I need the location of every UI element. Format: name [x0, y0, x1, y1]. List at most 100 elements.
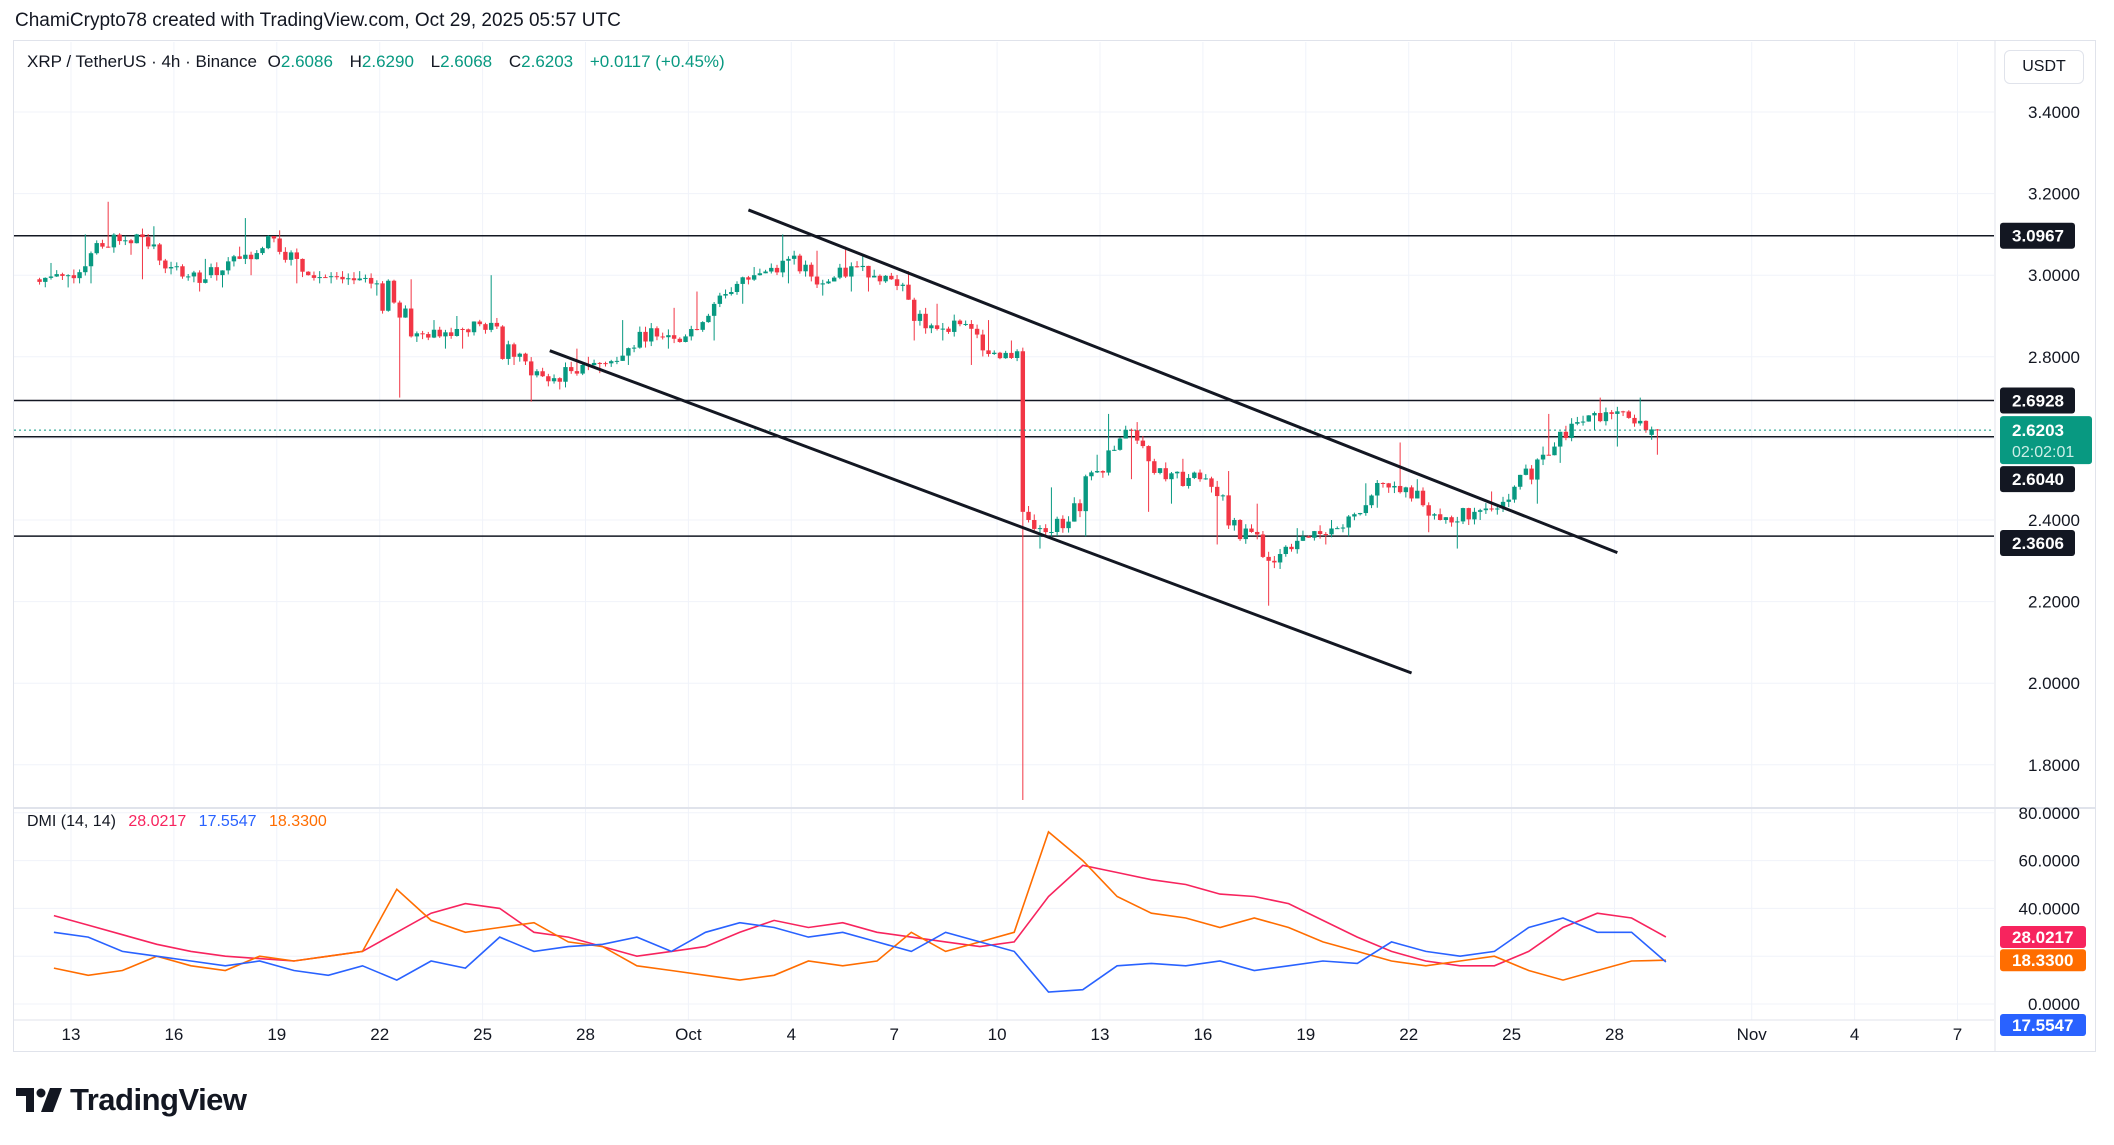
candle [157, 244, 162, 261]
minus-di-value: 18.3300 [268, 813, 327, 830]
candle [683, 336, 688, 342]
candle [403, 308, 408, 318]
candle [1157, 468, 1163, 473]
currency-button[interactable]: USDT [2004, 50, 2084, 84]
candle [1180, 471, 1186, 486]
horizontal-levels [14, 234, 1994, 537]
candle [180, 266, 185, 277]
candles [14, 201, 1994, 800]
adx-axis-label: 28.0217 [2012, 928, 2073, 947]
candle [77, 272, 82, 279]
candle [1335, 528, 1340, 530]
candle [123, 240, 128, 242]
candle [448, 332, 454, 336]
candle [346, 278, 351, 280]
candle [1312, 531, 1317, 538]
high-value: 2.6290 [361, 52, 414, 71]
tradingview-logo[interactable]: TradingView [16, 1082, 247, 1118]
candle [306, 271, 311, 276]
candle [1174, 471, 1180, 474]
candle [1403, 487, 1409, 493]
candle [311, 275, 317, 278]
candle [1363, 505, 1369, 514]
candle [1517, 474, 1523, 487]
plus-di-axis-label-bg [2000, 1014, 2086, 1036]
candle [1112, 449, 1117, 451]
candle [1592, 413, 1597, 416]
candle [163, 260, 168, 269]
candle [1409, 487, 1414, 499]
candle [460, 328, 465, 330]
dmi-tick-label: 0.0000 [2028, 995, 2080, 1014]
candle [1506, 499, 1511, 502]
time-tick-label: 25 [473, 1025, 492, 1044]
symbol-info[interactable]: XRP / TetherUS · 4h · Binance [27, 52, 257, 71]
candle [1512, 486, 1517, 500]
candle [900, 284, 905, 286]
candle [380, 283, 385, 311]
candle [1203, 478, 1208, 480]
candle [620, 355, 625, 361]
candle [1455, 521, 1460, 523]
candle [1043, 528, 1048, 533]
candle [820, 283, 825, 285]
candle [1569, 423, 1574, 438]
time-tick-label: 28 [576, 1025, 595, 1044]
adx-value: 28.0217 [128, 813, 187, 830]
candle [791, 255, 797, 259]
candle [631, 347, 637, 349]
candle [803, 264, 808, 272]
tradingview-logo-text: TradingView [70, 1082, 247, 1117]
dmi-title[interactable]: DMI (14, 14) [27, 813, 116, 830]
candle [534, 371, 540, 376]
candle [1277, 554, 1283, 563]
candle [431, 329, 437, 338]
candle [220, 270, 225, 276]
candle [637, 331, 643, 348]
candle [151, 244, 157, 247]
candle [1580, 421, 1586, 423]
candle [1100, 471, 1106, 473]
candle [849, 266, 854, 277]
candle [506, 344, 511, 359]
candle [454, 328, 460, 336]
candle [540, 371, 545, 377]
candle [271, 236, 277, 239]
candle [226, 261, 231, 271]
trendline [747, 208, 1618, 555]
candle [591, 362, 597, 366]
candle [963, 323, 968, 325]
candle [557, 378, 562, 382]
candle [580, 364, 585, 374]
candle [723, 294, 728, 296]
candle [1638, 420, 1643, 424]
time-tick-label: 7 [889, 1025, 898, 1044]
dmi-tick-label: 60.0000 [2019, 852, 2080, 871]
candle [214, 267, 219, 276]
candle [1214, 486, 1220, 497]
candle [912, 299, 917, 321]
candle [1026, 511, 1031, 520]
candle [734, 283, 740, 292]
candle [88, 253, 94, 267]
candle [1289, 546, 1294, 550]
candle [574, 371, 580, 374]
candle [1357, 513, 1363, 515]
candle [1054, 518, 1060, 532]
candle [866, 265, 871, 278]
candle [408, 308, 414, 337]
candle [1483, 508, 1489, 511]
symbol-legend: XRP / TetherUS · 4h · Binance O2.6086 H2… [27, 52, 731, 72]
candle [300, 258, 305, 272]
candle [860, 265, 865, 268]
candle [500, 326, 505, 359]
plus-di-line [53, 917, 1667, 993]
candle [1209, 478, 1214, 487]
candle [1386, 483, 1391, 488]
candle [1003, 352, 1008, 359]
candle [700, 322, 705, 330]
candle [1472, 511, 1477, 520]
candle [1129, 429, 1134, 431]
candle [843, 267, 848, 277]
